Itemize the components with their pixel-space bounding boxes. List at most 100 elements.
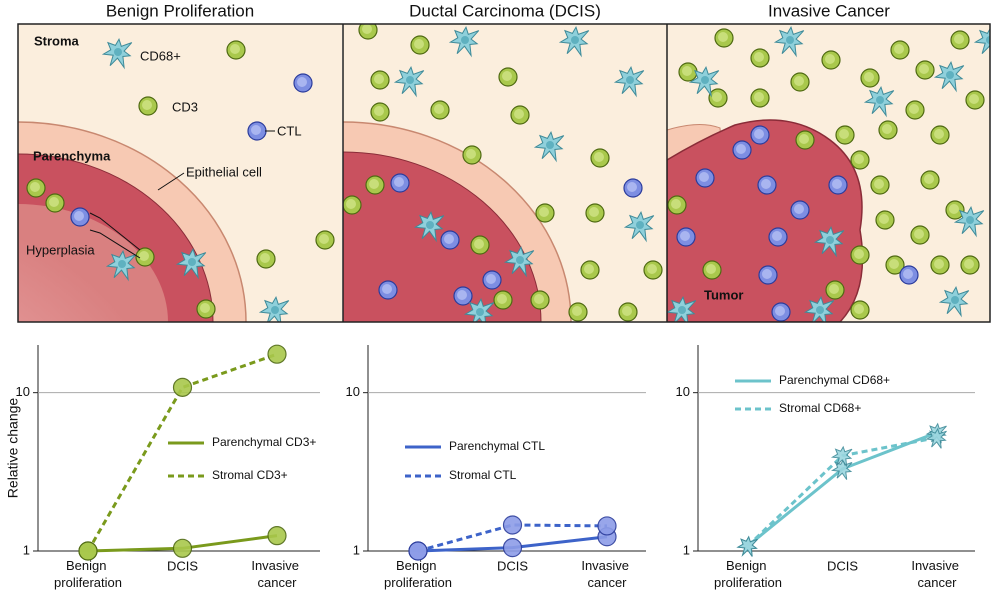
nucleus [516,256,524,264]
nucleus [671,199,681,209]
marker [78,541,98,561]
nucleus [706,264,716,274]
y-tick-label: 1 [23,542,30,557]
nucleus [826,236,834,244]
nucleus [854,154,864,164]
series-line [417,523,608,553]
nucleus [474,239,484,249]
nucleus [426,221,434,229]
legend-label: Parenchymal CTL [449,439,545,453]
marker [830,458,853,480]
marker [172,377,193,397]
panel-title: Benign Proliferation [106,1,254,20]
nucleus [829,284,839,294]
nucleus [466,149,476,159]
legend-label: Stromal CD68+ [779,401,861,415]
legend-label: Parenchymal CD68+ [779,373,890,387]
nucleus [230,44,240,54]
nucleus [251,125,261,135]
nucleus [964,259,974,269]
nucleus [889,259,899,269]
marker [925,427,947,449]
nucleus [876,96,884,104]
nucleus [457,290,467,300]
nucleus [647,264,657,274]
leader [157,172,185,191]
nucleus [854,304,864,314]
nucleus [786,36,794,44]
nucleus [414,39,424,49]
nucleus [139,251,149,261]
nucleus [934,259,944,269]
marker [502,515,523,535]
nucleus [986,36,990,44]
nucleus [546,141,554,149]
marker [830,445,853,467]
lumen [18,204,168,322]
nucleus [362,24,372,34]
nucleus [319,234,329,244]
nucleus [49,197,59,207]
nucleus [434,104,444,114]
marker [408,541,428,561]
nucleus [864,72,874,82]
nucleus [622,306,632,316]
y-axis-label: Relative change [5,398,21,499]
nucleus [761,179,771,189]
y-tick-label: 10 [676,384,690,399]
panel-invasive [667,24,990,322]
illustration-labels: Stroma CD68+ CD3 CTL Parenchyma Epitheli… [26,33,743,302]
nucleus [382,284,392,294]
nucleus [909,104,919,114]
label: Tumor [704,287,743,302]
y-tick-label: 10 [16,384,30,399]
label: Parenchyma [33,148,111,163]
nucleus [954,34,964,44]
nucleus [794,204,804,214]
nucleus [534,294,544,304]
nucleus [374,74,384,84]
nucleus [678,306,686,314]
marker [267,526,287,546]
nucleus [924,174,934,184]
nucleus [682,66,692,76]
nucleus [476,308,484,316]
marker [736,535,758,557]
label: CD3 [172,99,198,114]
panel-benign [18,24,342,322]
nucleus [816,306,824,314]
y-tick-label: 1 [683,542,690,557]
nucleus [775,306,785,316]
nucleus [882,124,892,134]
nucleus [188,258,196,266]
panel-dcis [343,24,667,322]
nucleus [949,204,959,214]
nucleus [406,76,414,84]
x-tick-label: Invasive cancer [911,558,962,590]
label: Epithelial cell [186,164,262,179]
x-tick-label: Benign proliferation [714,558,782,590]
marker [172,538,193,558]
nucleus [832,179,842,189]
nucleus [346,199,356,209]
nucleus [762,269,772,279]
nucleus [903,269,913,279]
nucleus [701,76,709,84]
nucleus [794,76,804,86]
nucleus [946,71,954,79]
legend-label: Stromal CTL [449,468,517,482]
nucleus [114,48,122,56]
nucleus [636,221,644,229]
label: CTL [277,123,302,138]
x-tick-label: Benign proliferation [54,558,122,590]
nucleus [680,231,690,241]
x-tick-label: Benign proliferation [384,558,452,590]
nucleus [444,234,454,244]
nucleus [627,182,637,192]
nucleus [461,36,469,44]
nucleus [966,216,974,224]
nucleus [914,229,924,239]
nucleus [374,106,384,116]
marker [502,538,523,558]
